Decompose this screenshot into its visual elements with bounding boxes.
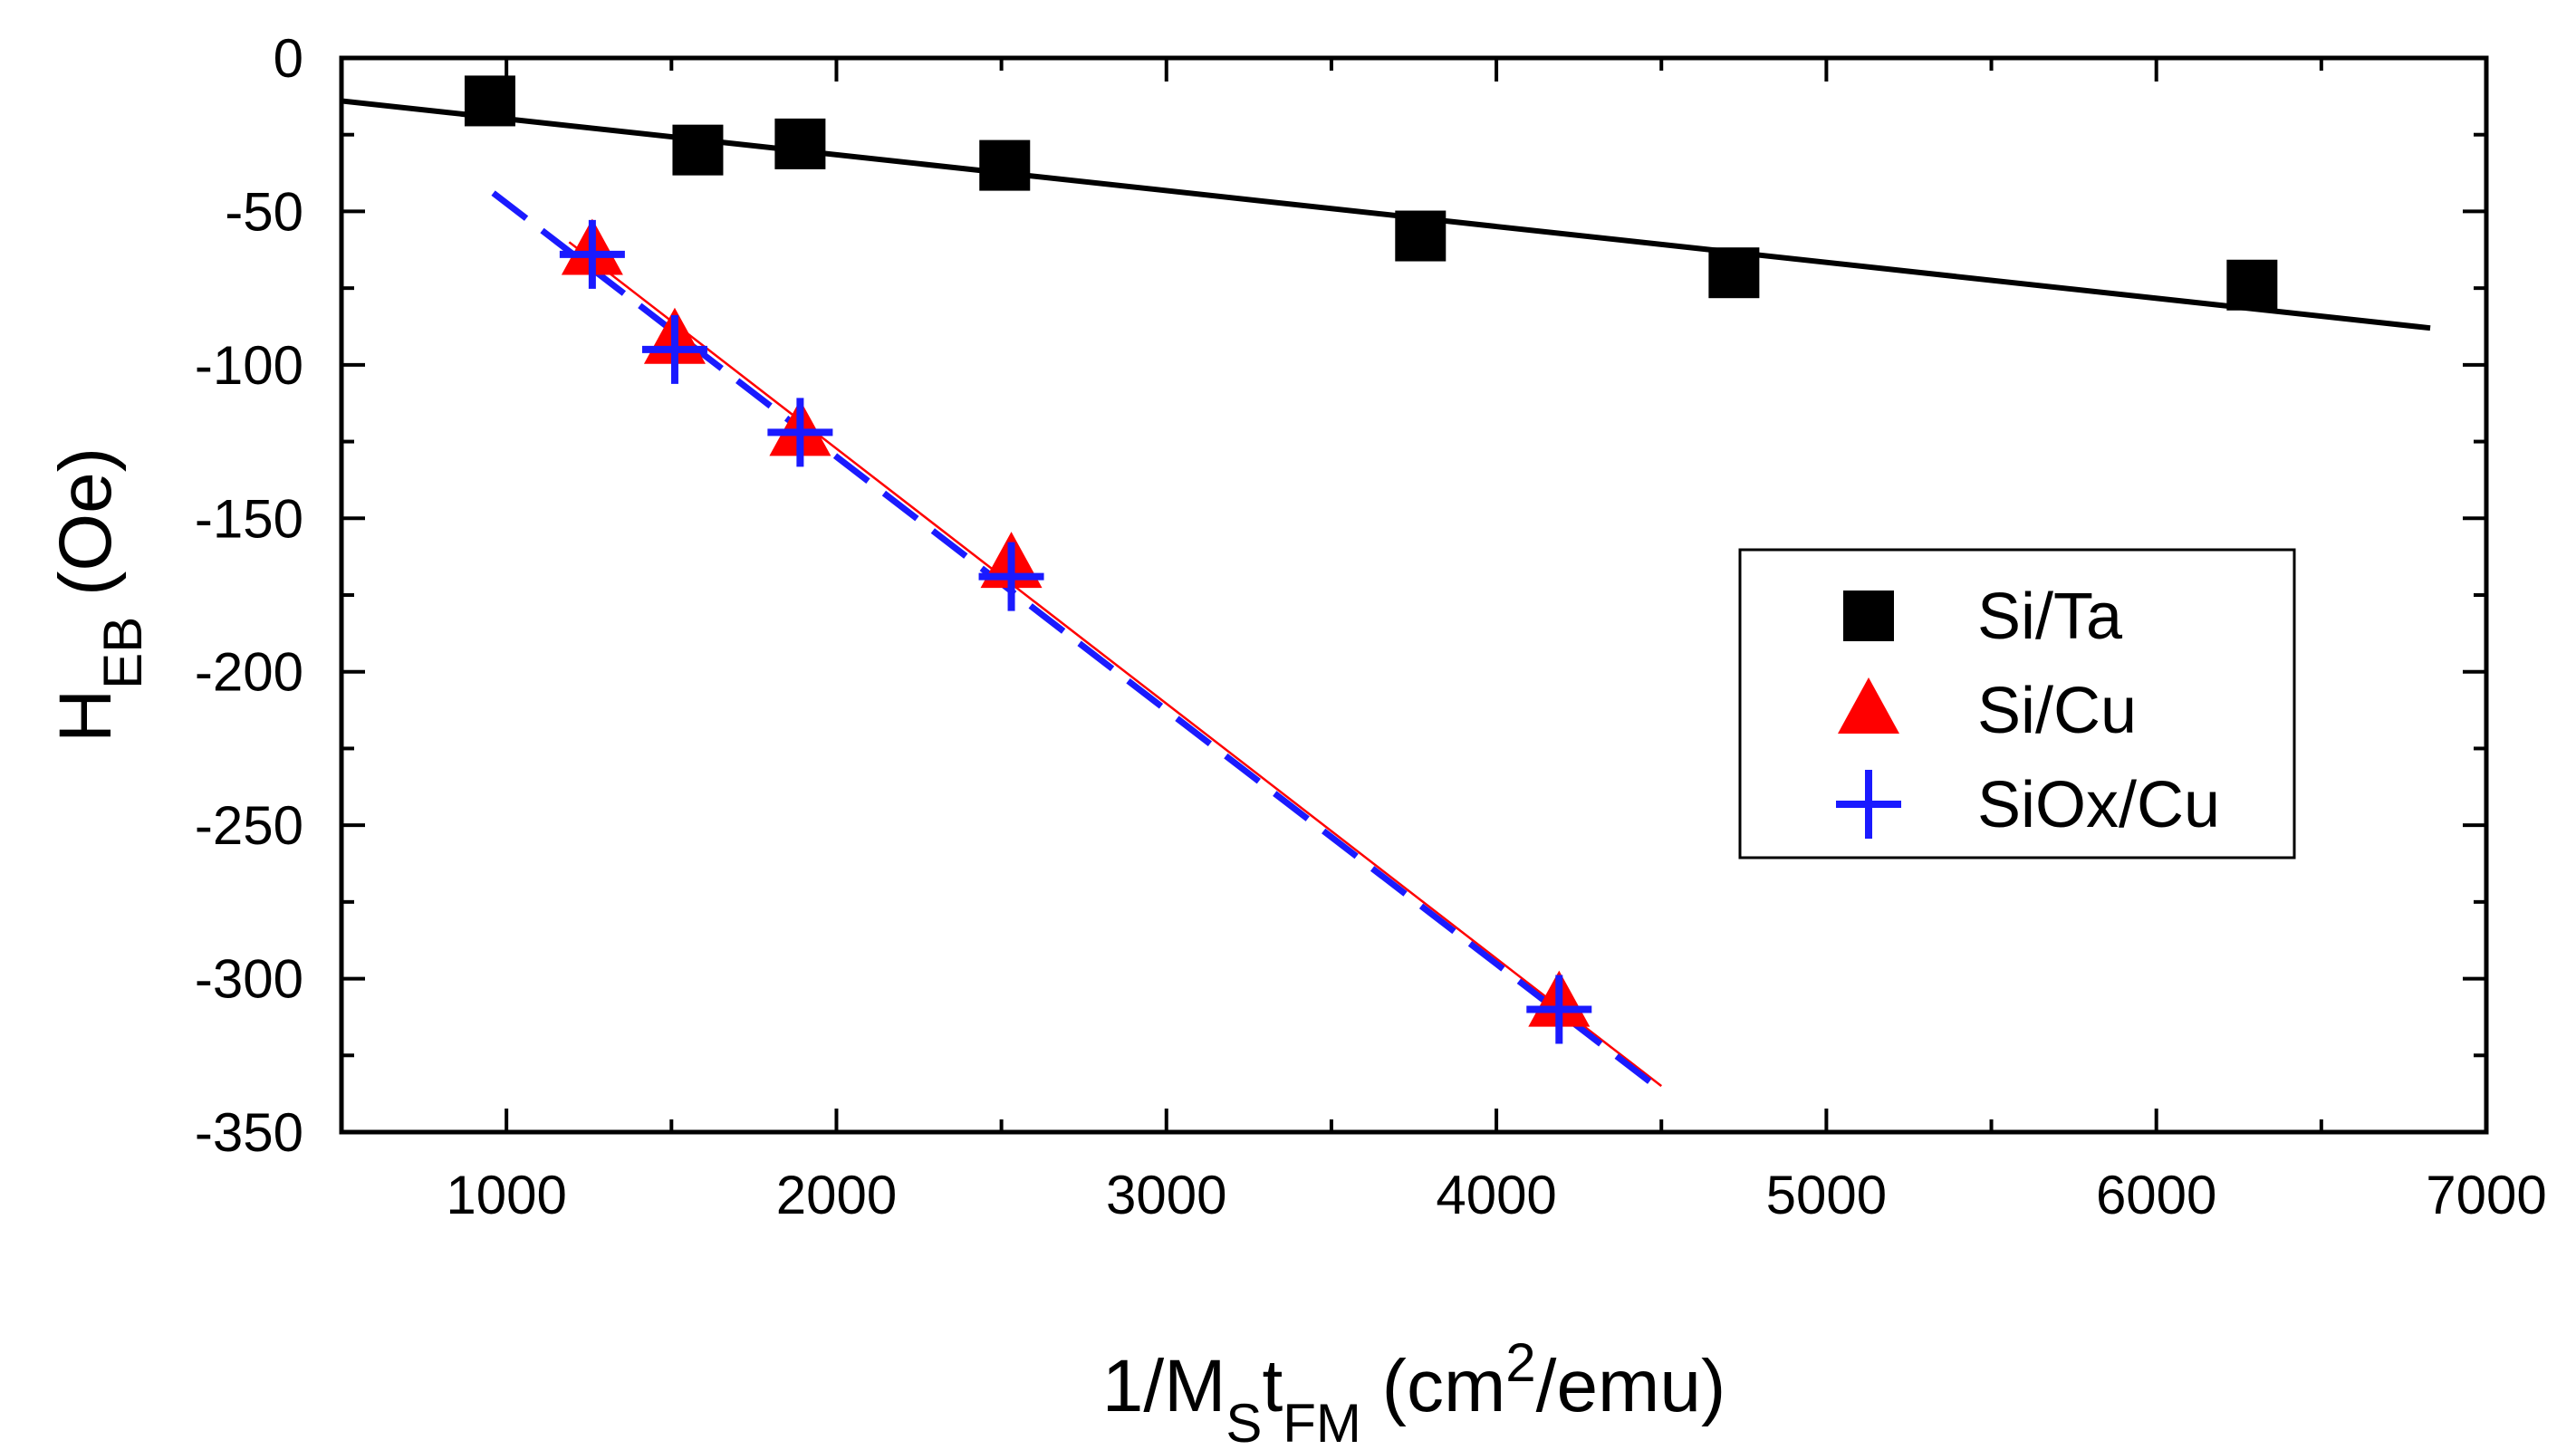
- y-tick-label: -350: [195, 1102, 303, 1163]
- data-point-siox-cu: [641, 314, 707, 384]
- axis-title-part: (cm: [1361, 1345, 1505, 1427]
- axis-title-part: 1/M: [1102, 1345, 1226, 1427]
- data-point-si-ta: [1708, 247, 1760, 299]
- axis-title-part: t: [1262, 1345, 1283, 1427]
- data-point-siox-cu: [767, 398, 833, 467]
- x-tick-label: 4000: [1436, 1165, 1556, 1225]
- axis-title-part: FM: [1283, 1393, 1361, 1450]
- y-tick-label: 0: [274, 28, 303, 89]
- axis-title-part: S: [1226, 1393, 1262, 1450]
- y-tick-label: -300: [195, 949, 303, 1010]
- legend: Si/Ta Si/Cu SiOx/Cu: [1738, 548, 2296, 859]
- data-point-si-ta: [979, 139, 1031, 191]
- y-tick-label: -250: [195, 795, 303, 856]
- data-point-si-ta: [774, 118, 826, 169]
- axis-title-part: H: [44, 689, 127, 743]
- data-point-si-ta: [464, 75, 515, 127]
- tick-label-layer: 1000 2000 3000 4000 5000 6000 7000 0 -50 -100 -150…: [195, 28, 2547, 1225]
- y-tick-label: -150: [195, 488, 303, 549]
- legend-marker-si-cu: [1838, 677, 1899, 734]
- x-tick-label: 2000: [776, 1165, 897, 1225]
- legend-marker-si-ta: [1843, 591, 1894, 641]
- x-axis-title: 1/MStFM (cm2/emu): [1102, 1332, 1726, 1450]
- axis-title-part: EB: [92, 617, 153, 689]
- legend-label: SiOx/Cu: [1977, 769, 2220, 841]
- x-tick-label: 3000: [1106, 1165, 1226, 1225]
- legend-label: Si/Ta: [1977, 581, 2123, 653]
- x-tick-label: 6000: [2096, 1165, 2216, 1225]
- data-point-siox-cu: [1526, 975, 1592, 1044]
- fit-line-si-ta: [341, 98, 2431, 331]
- data-point-siox-cu: [978, 542, 1044, 611]
- x-tick-label: 1000: [446, 1165, 566, 1225]
- data-point-si-ta: [672, 124, 724, 176]
- y-axis-title: HEB (Oe): [44, 447, 153, 743]
- y-tick-label: -200: [195, 642, 303, 703]
- data-point-si-ta: [1395, 210, 1447, 262]
- axis-title-part: 2: [1505, 1332, 1535, 1393]
- axis-title-part: (Oe): [44, 447, 127, 617]
- fit-line-si-cu: [568, 241, 1662, 1088]
- y-tick-label: -50: [225, 181, 303, 242]
- axis-title-part: /emu): [1536, 1345, 1726, 1427]
- data-point-siox-cu: [559, 219, 625, 289]
- data-point-si-ta: [2226, 259, 2278, 311]
- y-tick-label: -100: [195, 335, 303, 396]
- plot-frame: [339, 55, 2489, 1135]
- x-tick-label: 7000: [2426, 1165, 2546, 1225]
- legend-label: Si/Cu: [1977, 675, 2137, 747]
- data-point-layer: [464, 75, 2278, 1044]
- x-tick-label: 5000: [1766, 1165, 1887, 1225]
- legend-box: [1738, 548, 2296, 859]
- legend-marker-siox-cu: [1836, 770, 1901, 839]
